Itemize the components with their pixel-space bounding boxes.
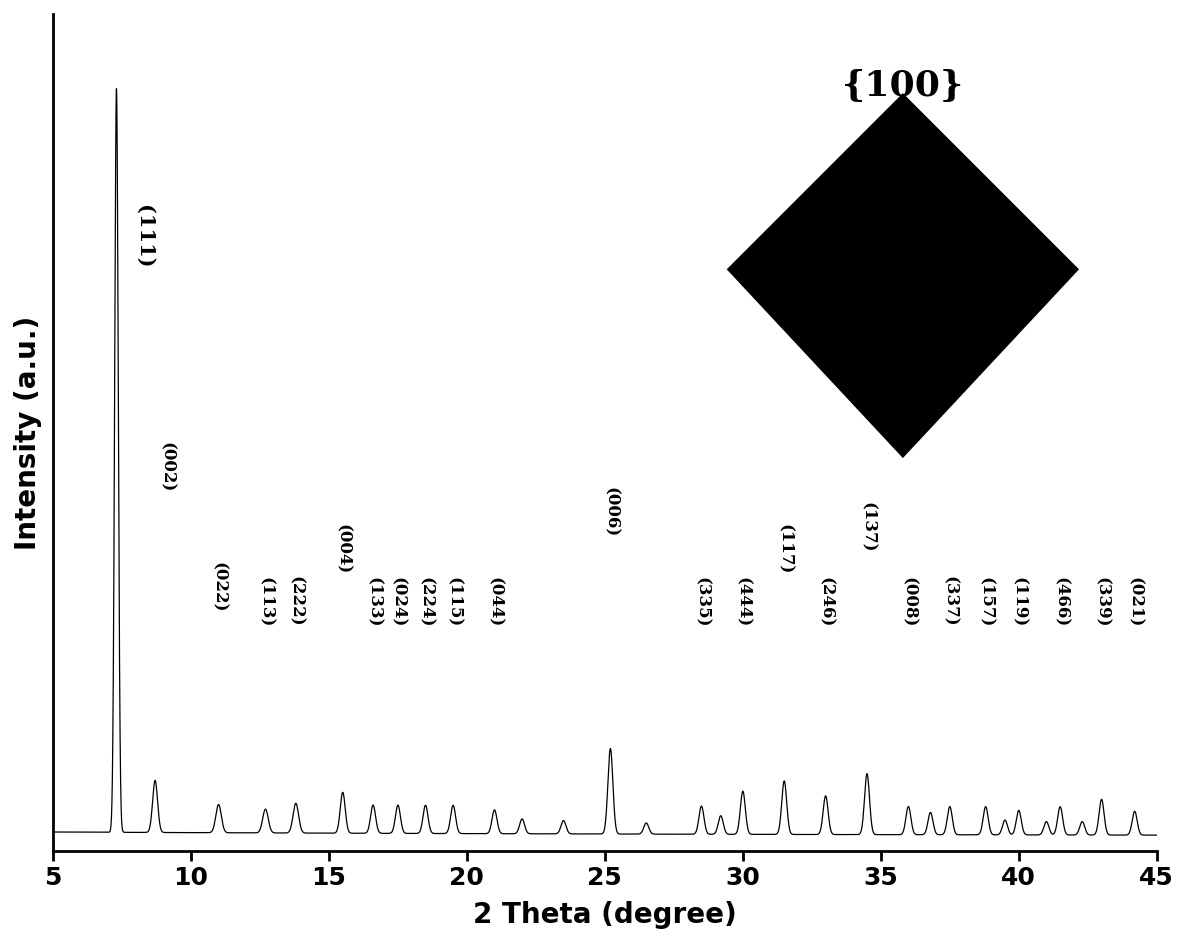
Text: (006): (006) [602, 488, 619, 538]
Text: (157): (157) [978, 577, 994, 627]
Y-axis label: Intensity (a.u.): Intensity (a.u.) [14, 316, 42, 550]
Text: (024): (024) [390, 577, 406, 627]
Text: (337): (337) [941, 576, 959, 627]
Text: (335): (335) [693, 576, 710, 627]
X-axis label: 2 Theta (degree): 2 Theta (degree) [473, 902, 737, 929]
Text: (224): (224) [417, 576, 434, 627]
Text: (021): (021) [1126, 577, 1143, 627]
Text: (137): (137) [859, 502, 876, 553]
Text: (111): (111) [134, 205, 154, 268]
Text: (246): (246) [817, 577, 834, 627]
Text: (339): (339) [1093, 576, 1110, 627]
Text: (022): (022) [210, 562, 227, 612]
Text: (004): (004) [334, 524, 352, 574]
Text: (466): (466) [1051, 577, 1069, 627]
Text: (008): (008) [899, 577, 917, 627]
Text: (119): (119) [1010, 577, 1028, 627]
Text: (115): (115) [444, 577, 462, 627]
Text: (002): (002) [158, 442, 175, 492]
Text: (117): (117) [776, 524, 792, 574]
Text: (133): (133) [365, 576, 381, 627]
Text: (444): (444) [734, 577, 751, 627]
Text: (113): (113) [257, 577, 274, 627]
Text: (044): (044) [486, 577, 503, 627]
Text: (222): (222) [287, 576, 304, 627]
